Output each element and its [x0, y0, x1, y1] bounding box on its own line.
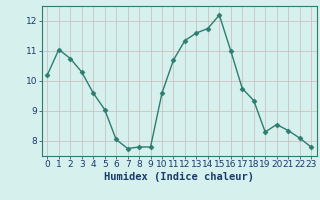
X-axis label: Humidex (Indice chaleur): Humidex (Indice chaleur)	[104, 172, 254, 182]
